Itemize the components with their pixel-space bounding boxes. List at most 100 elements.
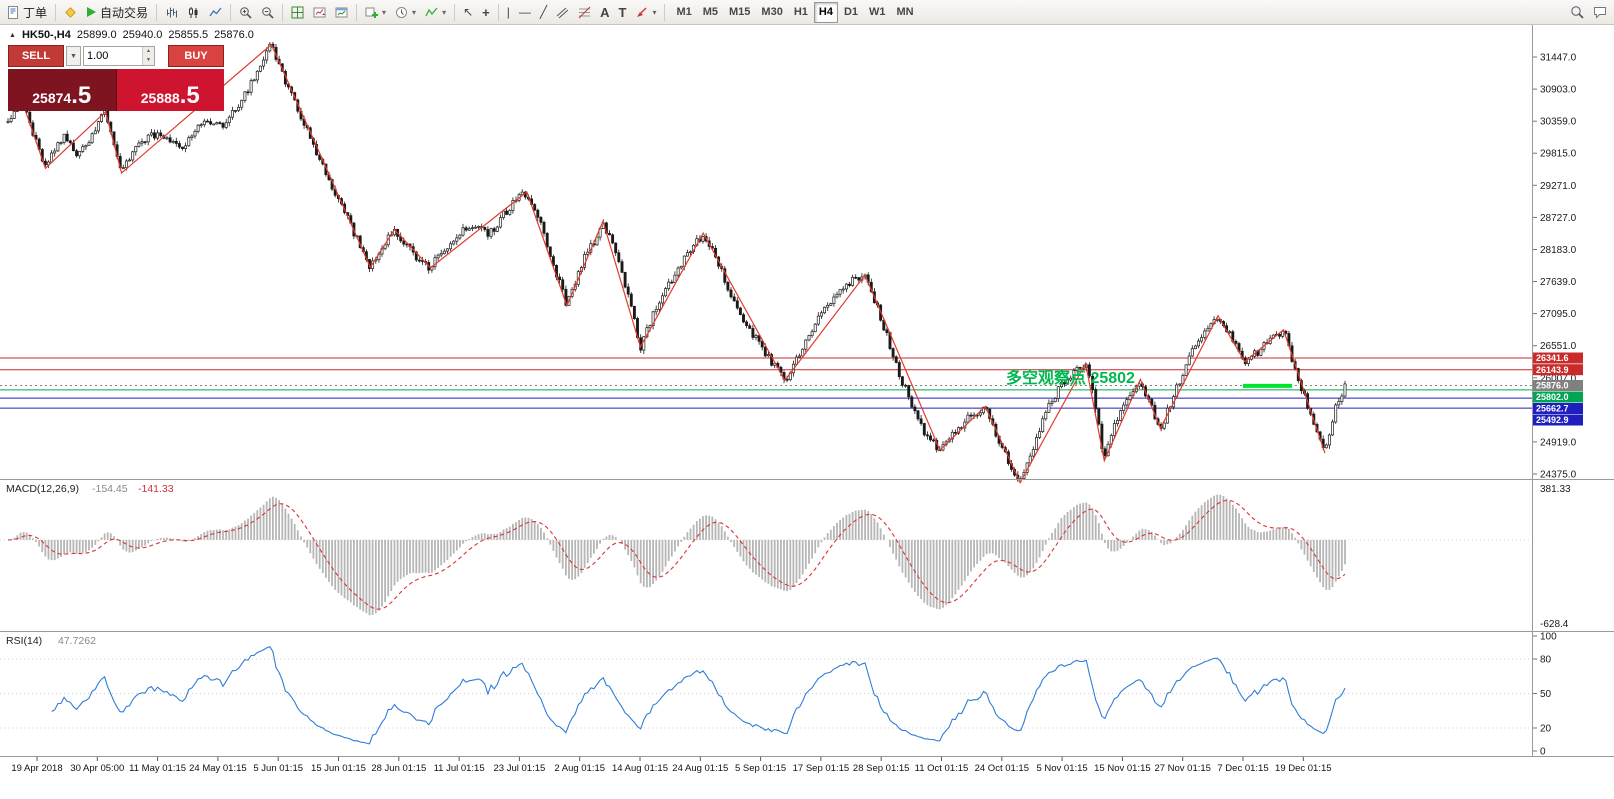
macd-panel[interactable] (0, 494, 1532, 616)
crosshair-button[interactable]: + (478, 2, 494, 23)
svg-text:7 Dec 01:15: 7 Dec 01:15 (1217, 763, 1268, 774)
clock-icon (395, 6, 408, 19)
zoom-out-button[interactable] (257, 2, 278, 23)
chart-autoscroll-button[interactable] (331, 2, 352, 23)
svg-text:28 Sep 01:15: 28 Sep 01:15 (853, 763, 910, 774)
panel-separators[interactable] (0, 25, 1614, 757)
chart-header: ▲ HK50-,H4 25899.0 25940.0 25855.5 25876… (9, 29, 254, 41)
bar-chart-button[interactable] (161, 2, 182, 23)
svg-text:RSI(14): RSI(14) (6, 635, 42, 647)
timeframe-m15-button[interactable]: M15 (724, 2, 755, 23)
svg-text:24375.0: 24375.0 (1540, 470, 1577, 481)
ohlc-open: 25899.0 (76, 29, 117, 41)
svg-text:25876.0: 25876.0 (1536, 381, 1569, 391)
tile-windows-icon (291, 6, 304, 19)
svg-text:80: 80 (1540, 655, 1552, 666)
svg-text:5 Nov 01:15: 5 Nov 01:15 (1036, 763, 1087, 774)
volume-stepper: ▲ ▼ (142, 47, 154, 65)
sell-price-box[interactable]: 25874 .5 (8, 69, 117, 111)
trendline-button[interactable]: ╱ (536, 2, 551, 23)
chevron-down-icon: ▾ (442, 7, 447, 17)
time-axis[interactable]: 19 Apr 2018 30 Apr 05:00 11 May 01:15 24 Ma… (11, 757, 1332, 774)
chart-area: 31447.0 30903.0 30359.0 29815.0 29271.0 28727… (0, 25, 1614, 799)
svg-text:30359.0: 30359.0 (1540, 117, 1577, 128)
new-order-button[interactable]: 丁单 (3, 2, 51, 23)
search-button[interactable] (1566, 2, 1588, 23)
svg-text:-154.45: -154.45 (92, 483, 128, 495)
candlestick-chart-button[interactable] (183, 2, 204, 23)
chart-shift-button[interactable] (309, 2, 330, 23)
vertical-line-icon: | (506, 5, 510, 19)
chat-bubble-icon (1593, 6, 1607, 19)
svg-text:25492.9: 25492.9 (1536, 415, 1569, 425)
new-order-icon (7, 5, 20, 19)
buy-price-box[interactable]: 25888 .5 (116, 69, 224, 111)
timeframe-h4-button[interactable]: H4 (813, 1, 838, 23)
svg-text:24 Oct 01:15: 24 Oct 01:15 (975, 763, 1029, 774)
toolbar-separator (55, 3, 57, 21)
zoom-in-button[interactable] (235, 2, 256, 23)
volume-up-button[interactable]: ▲ (143, 47, 154, 56)
buy-price-int: 25888 (140, 89, 180, 106)
new-chart-button[interactable]: ▾ (361, 2, 390, 23)
tile-windows-button[interactable] (287, 2, 308, 23)
cursor-button[interactable]: ↖ (459, 2, 477, 23)
svg-text:11 Oct 01:15: 11 Oct 01:15 (915, 763, 969, 774)
svg-text:28 Jun 01:15: 28 Jun 01:15 (371, 763, 426, 774)
volume-down-button[interactable]: ▼ (143, 56, 154, 65)
vertical-line-button[interactable]: | (503, 2, 514, 23)
buy-button[interactable]: BUY (168, 45, 224, 67)
timeframe-m5-button[interactable]: M5 (698, 2, 723, 23)
svg-text:29815.0: 29815.0 (1540, 149, 1577, 160)
svg-text:15 Jun 01:15: 15 Jun 01:15 (311, 763, 366, 774)
rsi-panel[interactable] (0, 646, 1532, 745)
svg-text:24919.0: 24919.0 (1540, 437, 1577, 448)
svg-text:30 Apr 05:00: 30 Apr 05:00 (70, 763, 124, 774)
sell-button[interactable]: SELL (8, 45, 64, 67)
timeframe-mn-button[interactable]: MN (892, 2, 919, 23)
one-click-trading-panel: SELL ▼ ▲ ▼ BUY 25874 .5 25888 .5 (8, 45, 224, 111)
svg-text:381.33: 381.33 (1540, 484, 1571, 495)
cursor-icon: ↖ (463, 5, 474, 19)
timeframe-group: M1 M5 M15 M30 H1 H4 D1 W1 MN (671, 1, 919, 23)
timeframe-m1-button[interactable]: M1 (671, 2, 696, 23)
timeframe-m30-button[interactable]: M30 (756, 2, 787, 23)
arrows-tool-button[interactable]: ▾ (631, 2, 660, 23)
svg-text:11 Jul 01:15: 11 Jul 01:15 (434, 763, 485, 774)
chart-canvas[interactable]: 31447.0 30903.0 30359.0 29815.0 29271.0 28727… (0, 25, 1614, 799)
svg-text:26143.9: 26143.9 (1536, 365, 1569, 375)
chat-button[interactable] (1589, 2, 1611, 23)
svg-text:17 Sep 01:15: 17 Sep 01:15 (793, 763, 850, 774)
svg-text:26007.0: 26007.0 (1540, 373, 1577, 384)
horizontal-line-icon: — (518, 5, 531, 19)
collapse-panel-arrow[interactable]: ▲ (9, 31, 16, 39)
timeframe-h1-button[interactable]: H1 (789, 2, 813, 23)
horizontal-line-button[interactable]: — (515, 2, 535, 23)
line-chart-button[interactable] (205, 2, 226, 23)
channel-button[interactable] (552, 2, 573, 23)
profiles-button[interactable]: ▾ (391, 2, 420, 23)
text-label-button[interactable]: T (614, 2, 630, 23)
fibonacci-button[interactable] (574, 2, 595, 23)
volume-input[interactable] (84, 47, 142, 65)
main-toolbar: 丁单 自动交易 ▾ ▾ ▾ ↖ + | — ╱ A T ▾ M1 M5 M15 M30… (0, 0, 1614, 25)
community-button[interactable] (60, 2, 81, 23)
ohlc-low: 25855.5 (168, 29, 209, 41)
svg-text:19 Dec 01:15: 19 Dec 01:15 (1275, 763, 1332, 774)
volume-dropdown-button[interactable]: ▼ (66, 46, 81, 66)
indicators-button[interactable]: ▾ (421, 2, 450, 23)
toolbar-separator (356, 3, 358, 21)
svg-text:28727.0: 28727.0 (1540, 213, 1577, 224)
symbol-label: HK50-,H4 (21, 29, 71, 41)
chart-background (0, 25, 1614, 799)
svg-text:24 May 01:15: 24 May 01:15 (189, 763, 247, 774)
candlestick-icon (187, 6, 200, 19)
autotrading-button[interactable]: 自动交易 (82, 2, 152, 23)
timeframe-d1-button[interactable]: D1 (839, 2, 863, 23)
ohlc-close: 25876.0 (214, 29, 254, 41)
annotation-text[interactable]: 多空观察点 25802 (1006, 368, 1135, 387)
zigzag-line[interactable] (19, 43, 1326, 484)
timeframe-w1-button[interactable]: W1 (864, 2, 891, 23)
text-button[interactable]: A (596, 2, 613, 23)
